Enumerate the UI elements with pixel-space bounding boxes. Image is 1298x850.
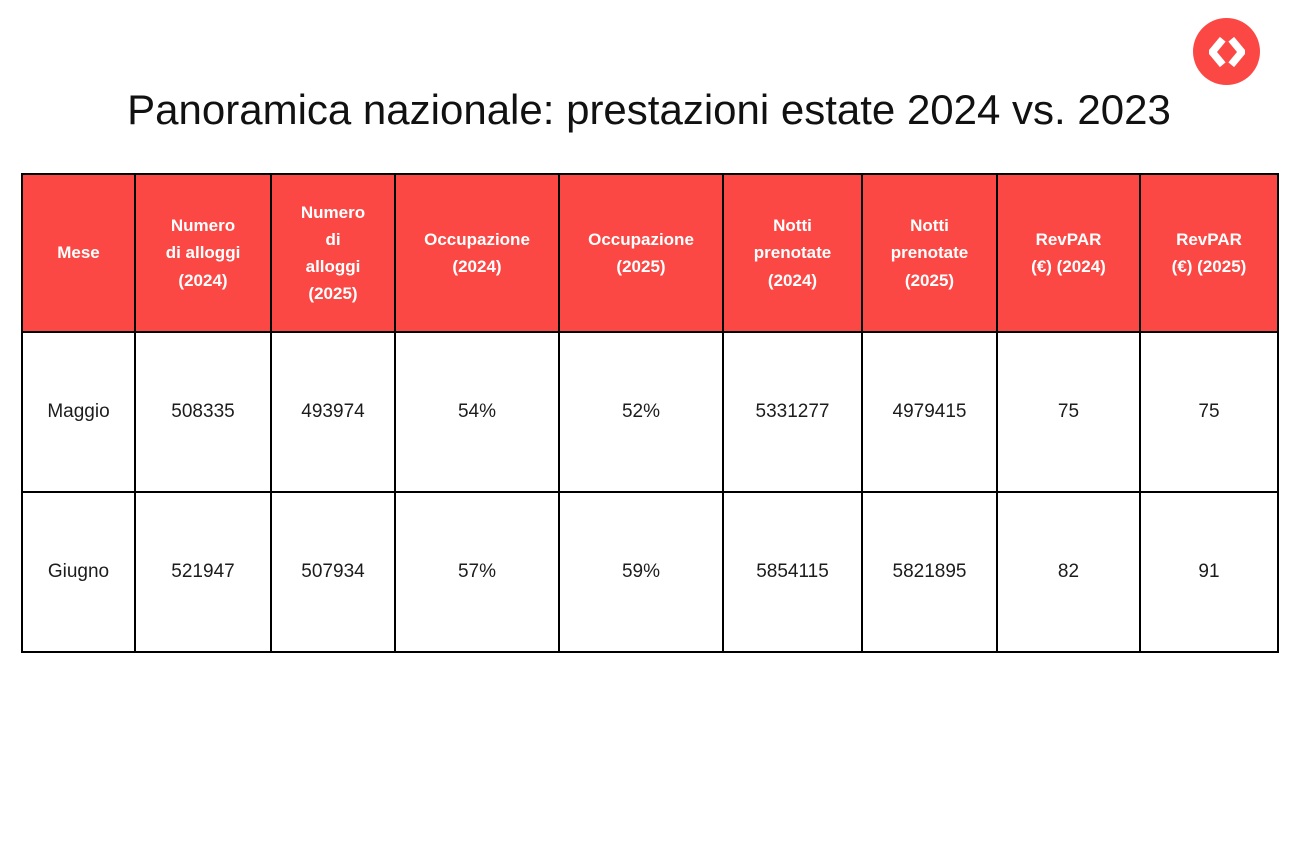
cell-alloggi-2024: 508335	[134, 331, 272, 493]
table-header-row: Mese Numero di alloggi (2024) Numero di …	[21, 173, 1279, 333]
column-header-revpar-2025: RevPAR (€) (2025)	[1139, 173, 1279, 333]
cell-occupazione-2024: 57%	[394, 491, 560, 653]
column-header-alloggi-2025: Numero di alloggi (2025)	[270, 173, 396, 333]
page-title: Panoramica nazionale: prestazioni estate…	[127, 86, 1171, 133]
cell-notti-2025: 4979415	[861, 331, 998, 493]
column-header-mese: Mese	[21, 173, 136, 333]
cell-mese: Maggio	[21, 331, 136, 493]
table-row-giugno: Giugno 521947 507934 57% 59% 5854115 582…	[21, 491, 1279, 653]
cell-notti-2024: 5331277	[722, 331, 863, 493]
cell-alloggi-2025: 507934	[270, 491, 396, 653]
column-header-notti-2024: Notti prenotate (2024)	[722, 173, 863, 333]
column-header-alloggi-2024: Numero di alloggi (2024)	[134, 173, 272, 333]
column-header-notti-2025: Notti prenotate (2025)	[861, 173, 998, 333]
cell-revpar-2025: 91	[1139, 491, 1279, 653]
performance-table: Mese Numero di alloggi (2024) Numero di …	[21, 173, 1279, 653]
cell-revpar-2024: 82	[996, 491, 1141, 653]
column-header-occupazione-2024: Occupazione (2024)	[394, 173, 560, 333]
cell-alloggi-2025: 493974	[270, 331, 396, 493]
column-header-revpar-2024: RevPAR (€) (2024)	[996, 173, 1141, 333]
cell-alloggi-2024: 521947	[134, 491, 272, 653]
cell-notti-2024: 5854115	[722, 491, 863, 653]
table-row-maggio: Maggio 508335 493974 54% 52% 5331277 497…	[21, 331, 1279, 493]
brand-logo	[1193, 18, 1260, 85]
code-brackets-icon	[1208, 36, 1245, 67]
cell-occupazione-2025: 52%	[558, 331, 724, 493]
cell-mese: Giugno	[21, 491, 136, 653]
cell-occupazione-2025: 59%	[558, 491, 724, 653]
cell-revpar-2024: 75	[996, 331, 1141, 493]
cell-notti-2025: 5821895	[861, 491, 998, 653]
column-header-occupazione-2025: Occupazione (2025)	[558, 173, 724, 333]
cell-revpar-2025: 75	[1139, 331, 1279, 493]
cell-occupazione-2024: 54%	[394, 331, 560, 493]
